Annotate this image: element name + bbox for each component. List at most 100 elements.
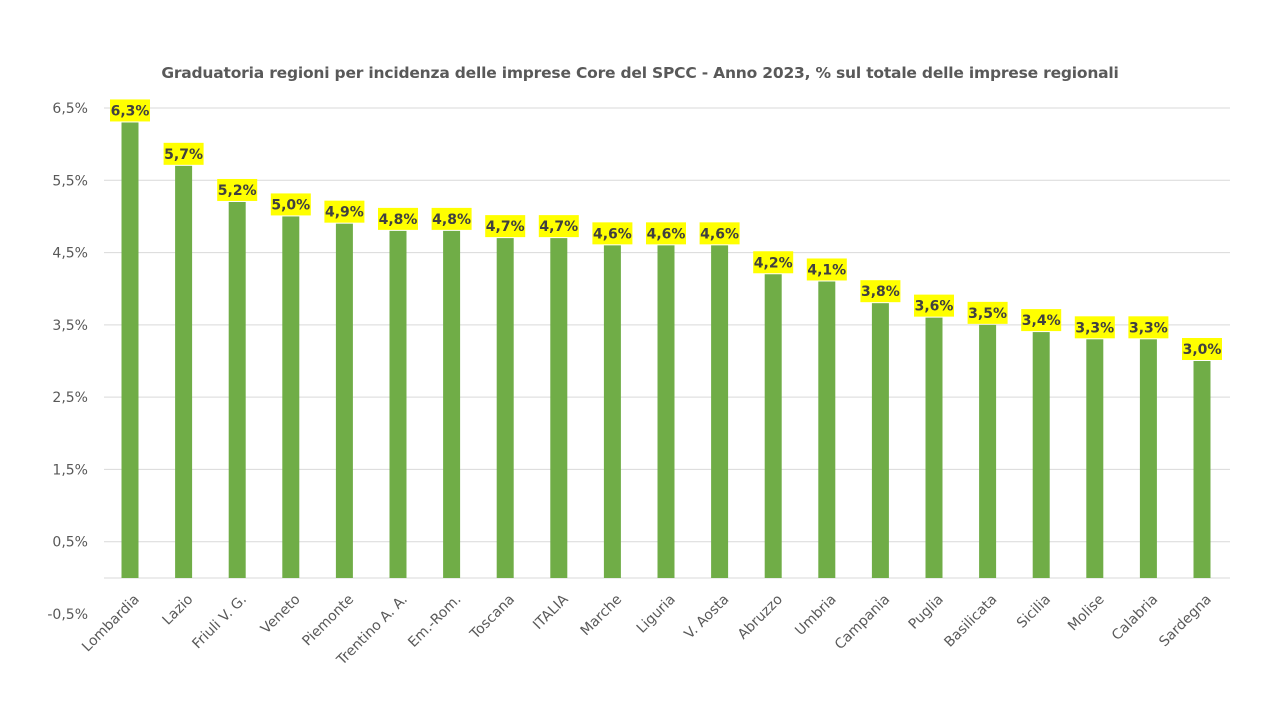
data-label-text: 5,7%	[164, 147, 203, 163]
bar	[818, 281, 836, 578]
y-tick-label: 6,5%	[52, 101, 88, 117]
data-label-text: 5,0%	[271, 197, 310, 213]
data-label-text: 3,0%	[1183, 342, 1222, 358]
data-label: 3,8%	[860, 280, 901, 303]
bar	[121, 122, 139, 578]
bar	[871, 303, 889, 578]
data-label: 5,7%	[163, 142, 204, 165]
bar	[335, 223, 353, 578]
bar	[711, 245, 729, 579]
data-label-background	[163, 142, 204, 165]
data-label: 4,6%	[592, 222, 633, 245]
category-label: Puglia	[906, 592, 947, 633]
category-label: Veneto	[258, 592, 304, 638]
bar	[228, 201, 246, 578]
y-tick-label: -0,5%	[47, 607, 88, 623]
y-tick-label: 2,5%	[52, 390, 88, 406]
data-label-background	[699, 222, 740, 245]
y-tick-label: 5,5%	[52, 173, 88, 189]
category-label: Em.-Rom.	[405, 592, 464, 651]
category-label: V. Aosta	[682, 592, 733, 643]
category-label: ITALIA	[530, 591, 572, 633]
bar	[443, 230, 461, 578]
bar	[764, 274, 782, 578]
bar	[1086, 339, 1104, 578]
data-label-background	[753, 251, 794, 274]
data-label: 3,3%	[1074, 316, 1115, 339]
category-label: Friuli V. G.	[189, 592, 250, 653]
data-label: 5,2%	[217, 178, 258, 201]
data-label: 4,7%	[485, 215, 526, 238]
data-label: 3,3%	[1128, 316, 1169, 339]
data-label-background	[646, 222, 686, 245]
data-label-text: 5,2%	[218, 183, 257, 199]
data-label-text: 4,7%	[486, 219, 525, 235]
bar	[496, 238, 514, 578]
data-label: 3,0%	[1182, 338, 1222, 360]
data-label-background	[914, 294, 954, 317]
data-label: 4,6%	[646, 222, 686, 245]
data-label-text: 3,3%	[1075, 320, 1114, 336]
data-label-background	[217, 178, 258, 201]
category-label: Sicilia	[1014, 592, 1054, 632]
data-label-background	[324, 200, 365, 223]
data-label: 4,8%	[431, 207, 472, 230]
data-label-background	[110, 99, 150, 122]
category-label: Lombardia	[79, 592, 143, 656]
bar	[1193, 361, 1211, 578]
data-label-text: 3,8%	[861, 284, 900, 300]
data-label: 3,5%	[967, 301, 1008, 324]
data-label: 4,2%	[753, 251, 794, 274]
data-label-text: 3,5%	[968, 306, 1007, 322]
category-label: Campania	[832, 592, 893, 653]
y-axis-ticks: -0,5% 0,5% 1,5% 2,5% 3,5% 4,5% 5,5% 6,5%	[47, 101, 88, 623]
category-label: Umbria	[792, 592, 839, 639]
data-label-background	[1021, 309, 1062, 332]
y-tick-label: 4,5%	[52, 246, 88, 262]
bar	[282, 216, 300, 578]
chart-title: Graduatoria regioni per incidenza delle …	[161, 64, 1119, 82]
bar	[979, 324, 997, 578]
data-label: 4,7%	[538, 215, 579, 238]
data-label-background	[860, 280, 901, 303]
category-label: Toscana	[467, 592, 518, 643]
data-label: 4,6%	[699, 222, 740, 245]
data-label-text: 4,7%	[539, 219, 578, 235]
data-label-text: 4,8%	[432, 212, 471, 228]
bar	[657, 245, 675, 579]
data-label-text: 6,3%	[111, 103, 150, 119]
bar	[1139, 339, 1157, 578]
data-label-background	[592, 222, 633, 245]
data-label-background	[538, 215, 579, 238]
category-label: Calabria	[1109, 592, 1161, 644]
data-label-background	[1128, 316, 1169, 339]
data-label-background	[1074, 316, 1115, 339]
bar	[603, 245, 621, 579]
data-label: 3,6%	[914, 294, 954, 317]
data-label: 4,1%	[806, 258, 847, 281]
category-label: Marche	[578, 592, 626, 640]
data-label-text: 3,4%	[1022, 313, 1061, 329]
data-label-background	[967, 301, 1008, 324]
y-tick-label: 1,5%	[52, 462, 88, 478]
category-label: Piemonte	[299, 592, 357, 650]
data-label-text: 4,2%	[754, 255, 793, 271]
data-label: 5,0%	[270, 193, 311, 216]
data-label-background	[1182, 338, 1222, 360]
bar	[389, 230, 407, 578]
data-label-text: 4,6%	[700, 226, 739, 242]
data-label: 6,3%	[110, 99, 150, 122]
data-label-text: 4,9%	[325, 205, 364, 221]
category-label: Sardegna	[1156, 592, 1215, 651]
data-label-background	[485, 215, 526, 238]
bar	[175, 165, 193, 579]
data-label-text: 4,6%	[593, 226, 632, 242]
data-label-text: 3,3%	[1129, 320, 1168, 336]
data-label-text: 3,6%	[915, 299, 954, 315]
bars	[121, 122, 1211, 579]
data-label-text: 4,1%	[807, 262, 846, 278]
y-tick-label: 3,5%	[52, 318, 88, 334]
